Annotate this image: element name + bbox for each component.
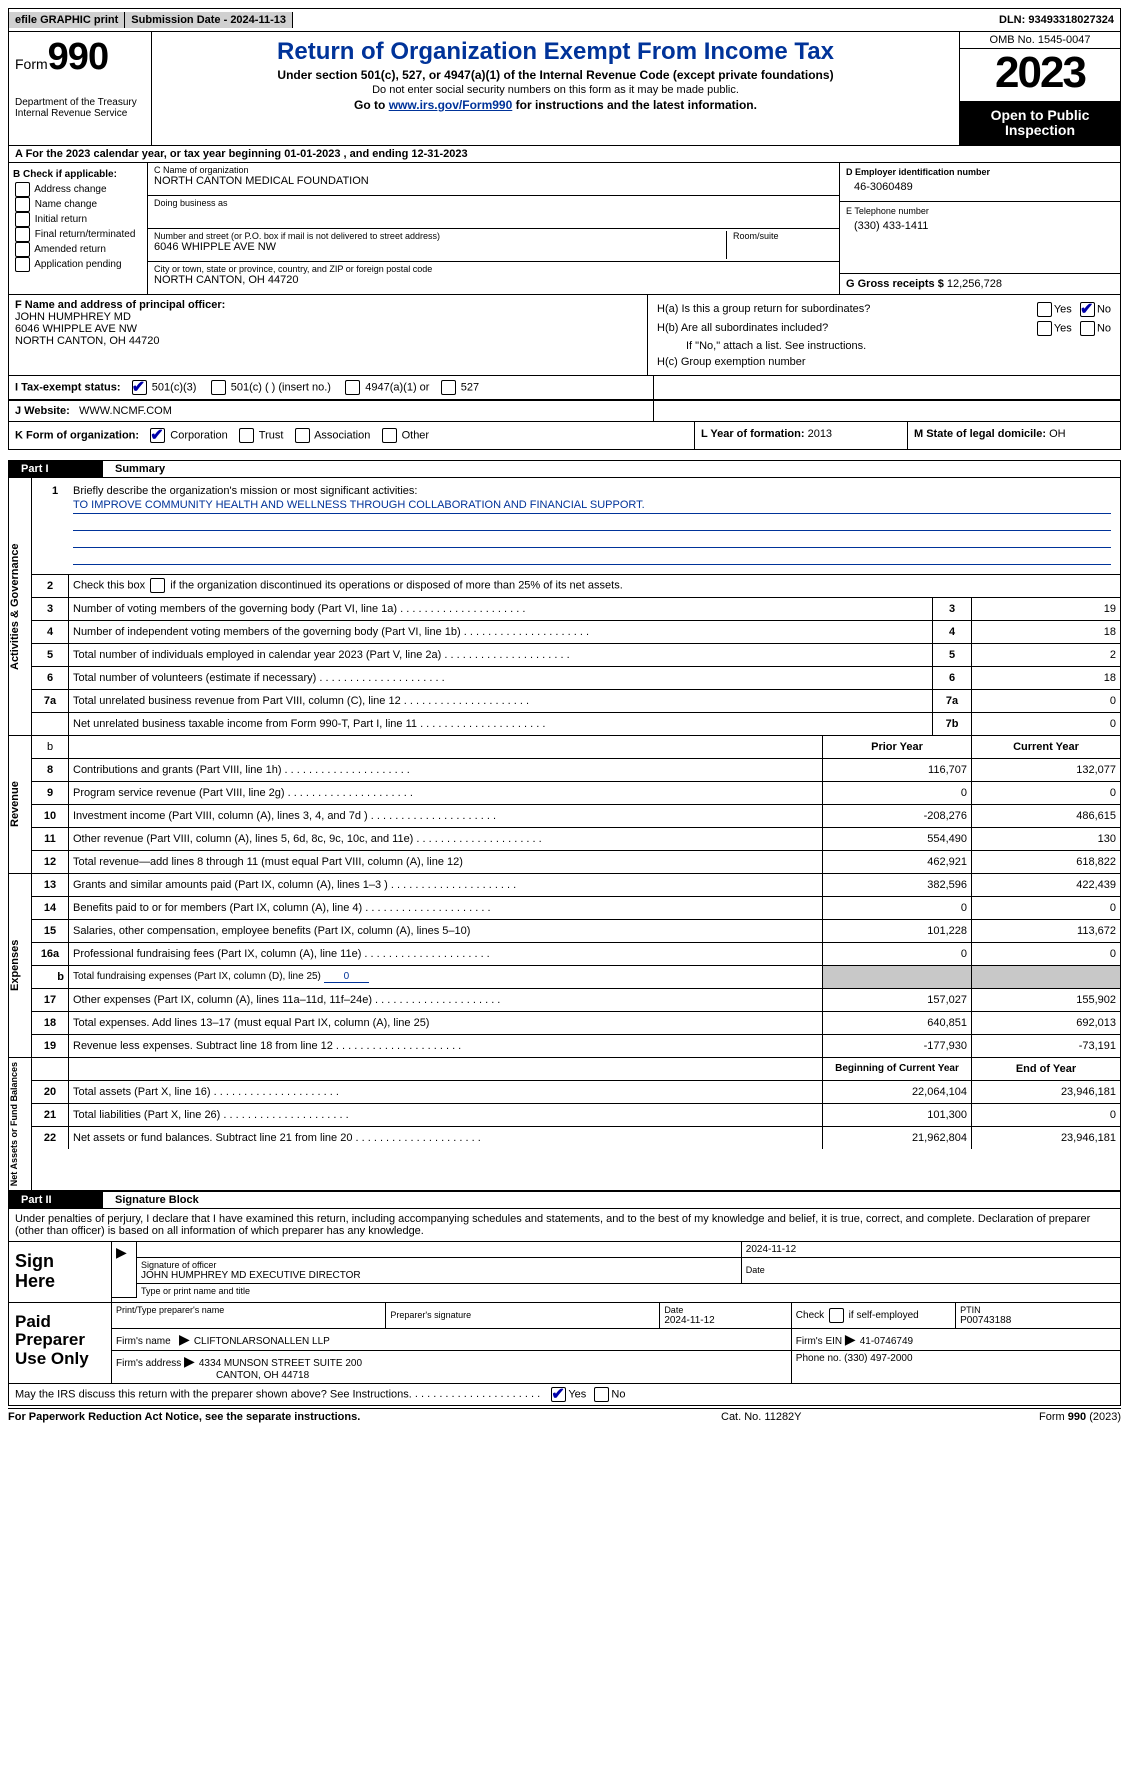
cb-trust[interactable] [239,428,254,443]
irs-link[interactable]: www.irs.gov/Form990 [389,98,513,112]
ein: 46-3060489 [846,177,1114,197]
paid-preparer-block: PaidPreparerUse Only Print/Type preparer… [8,1303,1121,1384]
page-footer: For Paperwork Reduction Act Notice, see … [8,1408,1121,1423]
form-header: Form990 Department of the TreasuryIntern… [8,32,1121,146]
omb-number: OMB No. 1545-0047 [960,32,1120,49]
arrow-icon [116,1249,131,1260]
top-bar: efile GRAPHIC print Submission Date - 20… [8,8,1121,32]
section-c-org-info: C Name of organization NORTH CANTON MEDI… [148,163,839,294]
cb-4947[interactable] [345,380,360,395]
cb-527[interactable] [441,380,456,395]
dln: DLN: 93493318027324 [993,12,1120,28]
val-4: 18 [972,620,1121,643]
cb-hb-yes[interactable] [1037,321,1052,336]
gross-receipts: 12,256,728 [947,278,1002,290]
ptin: P00743188 [960,1315,1011,1326]
cb-discuss-yes[interactable] [551,1387,566,1402]
form-title: Return of Organization Exempt From Incom… [160,38,951,66]
open-to-public: Open to PublicInspection [960,102,1120,145]
efile-print-button[interactable]: efile GRAPHIC print [9,12,125,28]
cb-assoc[interactable] [295,428,310,443]
label-netassets: Net Assets or Fund Balances [9,1058,32,1190]
section-bcdeg: B Check if applicable: Address change Na… [8,163,1121,295]
cb-501c[interactable] [211,380,226,395]
label-governance: Activities & Governance [9,478,32,735]
dept-treasury: Department of the TreasuryInternal Reven… [15,97,145,119]
ssn-note: Do not enter social security numbers on … [160,84,951,96]
netassets-section: Net Assets or Fund Balances Beginning of… [8,1058,1121,1191]
officer-name: JOHN HUMPHREY MD EXECUTIVE DIRECTOR [141,1270,737,1281]
section-f-officer: F Name and address of principal officer:… [9,295,648,375]
preparer-phone: (330) 497-2000 [844,1353,912,1364]
section-i-j: I Tax-exempt status: 501(c)(3) 501(c) ( … [8,376,1121,401]
form-990-label: Form990 [15,36,145,79]
val-7b: 0 [972,712,1121,735]
street-address: 6046 WHIPPLE AVE NW [154,241,720,253]
sign-here-block: SignHere 2024-11-12 Signature of officer… [8,1242,1121,1303]
discuss-row: May the IRS discuss this return with the… [8,1384,1121,1406]
cb-discuss-no[interactable] [594,1387,609,1402]
cb-501c3[interactable] [132,380,147,395]
goto-link-row: Go to www.irs.gov/Form990 for instructio… [160,98,951,112]
cb-discontinued[interactable] [150,578,165,593]
sign-here-label: SignHere [9,1242,112,1302]
section-j-website: J Website: WWW.NCMF.COM [8,401,1121,422]
firm-name: CLIFTONLARSONALLEN LLP [194,1336,330,1347]
part2-header: Part II Signature Block [8,1191,1121,1209]
mission-text: TO IMPROVE COMMUNITY HEALTH AND WELLNESS… [73,499,1111,514]
section-fh: F Name and address of principal officer:… [8,295,1121,376]
val-7a: 0 [972,689,1121,712]
cb-corp[interactable] [150,428,165,443]
phone: (330) 433-1411 [846,216,1114,236]
section-h-group: H(a) Is this a group return for subordin… [648,295,1120,375]
city-state-zip: NORTH CANTON, OH 44720 [154,274,833,286]
year-formed: 2013 [808,428,832,440]
cb-name-change[interactable] [15,197,30,212]
val-5: 2 [972,643,1121,666]
cb-hb-no[interactable] [1080,321,1095,336]
cb-initial-return[interactable] [15,212,30,227]
governance-section: Activities & Governance 1 Briefly descri… [8,478,1121,736]
revenue-section: Revenue b Prior Year Current Year 8Contr… [8,736,1121,874]
cb-application-pending[interactable] [15,257,30,272]
website: WWW.NCMF.COM [79,405,172,417]
part1-header: Part I Summary [8,460,1121,478]
cb-address-change[interactable] [15,182,30,197]
val-3: 19 [972,597,1121,620]
legal-domicile: OH [1049,428,1066,440]
tax-year: 2023 [960,49,1120,102]
cb-self-employed[interactable] [829,1308,844,1323]
section-deg: D Employer identification number 46-3060… [839,163,1120,294]
cb-ha-no[interactable] [1080,302,1095,317]
paid-preparer-label: PaidPreparerUse Only [9,1303,112,1383]
firm-address1: 4334 MUNSON STREET SUITE 200 [199,1358,362,1369]
section-klm: K Form of organization: Corporation Trus… [8,422,1121,450]
section-a-tax-year: A For the 2023 calendar year, or tax yea… [8,146,1121,163]
expenses-section: Expenses 13Grants and similar amounts pa… [8,874,1121,1058]
label-revenue: Revenue [9,736,32,873]
firm-ein: 41-0746749 [860,1336,913,1347]
label-expenses: Expenses [9,874,32,1057]
cb-ha-yes[interactable] [1037,302,1052,317]
perjury-statement: Under penalties of perjury, I declare th… [8,1209,1121,1242]
submission-date: Submission Date - 2024-11-13 [125,12,293,28]
org-name: NORTH CANTON MEDICAL FOUNDATION [154,175,833,187]
section-b-checkboxes: B Check if applicable: Address change Na… [9,163,148,294]
cb-final-return[interactable] [15,227,30,242]
firm-address2: CANTON, OH 44718 [116,1370,309,1381]
cb-amended-return[interactable] [15,242,30,257]
form-subtitle: Under section 501(c), 527, or 4947(a)(1)… [160,68,951,82]
val-6: 18 [972,666,1121,689]
cb-other[interactable] [382,428,397,443]
